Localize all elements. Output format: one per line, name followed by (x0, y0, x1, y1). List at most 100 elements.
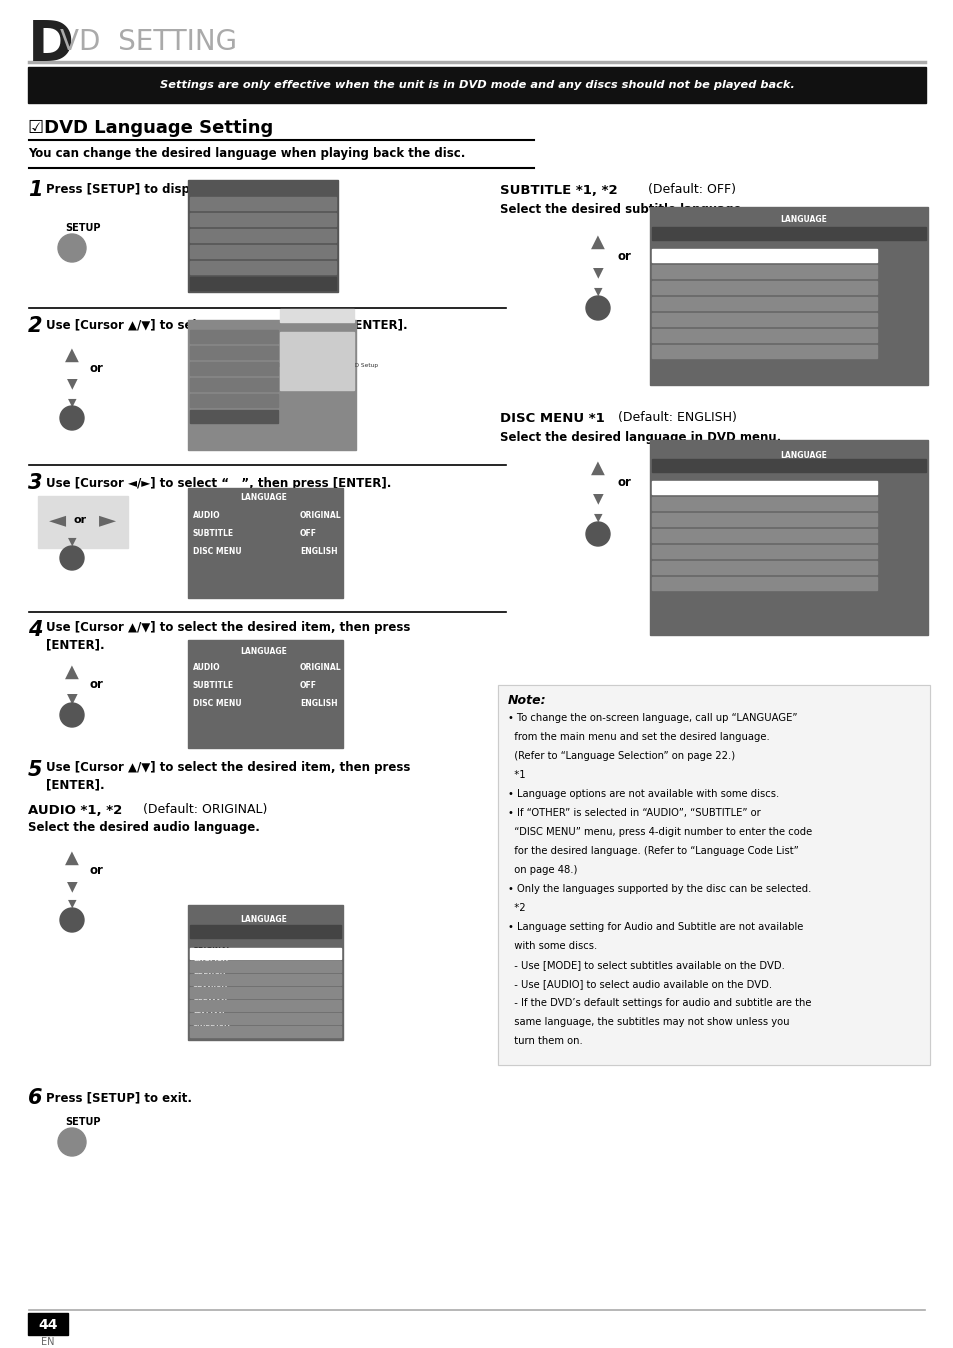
Text: Select the desired subtitle language.: Select the desired subtitle language. (499, 204, 745, 217)
Text: DETAIL: DETAIL (220, 245, 250, 255)
Bar (190, 925, 340, 938)
Text: GERMAN: GERMAN (193, 999, 228, 1006)
Text: CHANNEL: CHANNEL (193, 365, 230, 371)
Text: Note:: Note: (507, 693, 546, 706)
Bar (651, 313, 876, 326)
Text: DVD: DVD (193, 412, 210, 419)
Text: SETUP: SETUP (65, 1117, 100, 1127)
Text: • If “OTHER” is selected in “AUDIO”, “SUBTITLE” or: • If “OTHER” is selected in “AUDIO”, “SU… (507, 807, 760, 818)
Bar (280, 332, 354, 390)
Text: ▼: ▼ (68, 899, 76, 909)
Bar (649, 208, 927, 386)
Text: or: or (618, 249, 631, 263)
Text: PICTURE: PICTURE (193, 333, 226, 338)
Text: on page 48.): on page 48.) (507, 865, 577, 875)
Text: SUBTITLE: SUBTITLE (193, 682, 233, 690)
Bar (190, 1012, 340, 1024)
Text: SUBTITLE: SUBTITLE (193, 530, 233, 538)
Circle shape (60, 704, 84, 727)
Text: DISC MENU: DISC MENU (193, 700, 241, 709)
Text: from the main menu and set the desired language.: from the main menu and set the desired l… (507, 732, 769, 741)
Text: SWEDISH: SWEDISH (193, 1024, 231, 1031)
Text: SUBTITLE: SUBTITLE (655, 229, 696, 239)
Text: 1: 1 (28, 181, 43, 200)
Circle shape (585, 297, 609, 319)
Bar (190, 975, 340, 985)
Text: Press [SETUP] to display the main menu.: Press [SETUP] to display the main menu. (46, 183, 317, 197)
Text: LANGUAGE: LANGUAGE (240, 647, 287, 656)
Text: Use [Cursor ◄/►] to select “   ”, then press [ENTER].: Use [Cursor ◄/►] to select “ ”, then pre… (46, 476, 391, 489)
Text: ▼: ▼ (592, 266, 602, 279)
Bar (188, 640, 343, 748)
Bar (188, 181, 337, 293)
Text: ▼: ▼ (67, 879, 77, 892)
Bar (651, 266, 876, 278)
Text: • To change the on-screen language, call up “LANGUAGE”: • To change the on-screen language, call… (507, 713, 797, 723)
Text: FRENCH: FRENCH (655, 280, 687, 287)
Text: FRENCH: FRENCH (655, 497, 687, 503)
Text: ▼: ▼ (67, 376, 77, 390)
Text: ▲: ▲ (65, 849, 79, 867)
Text: EN: EN (41, 1337, 54, 1347)
Circle shape (58, 1128, 86, 1157)
Text: DETAIL: DETAIL (193, 381, 220, 387)
Text: ORIGINAL: ORIGINAL (193, 948, 232, 953)
Text: Select the desired audio language.: Select the desired audio language. (28, 821, 259, 834)
Bar (28, 1313, 68, 1335)
Text: SUBTITLE *1, *2: SUBTITLE *1, *2 (499, 183, 617, 197)
Text: 6: 6 (28, 1088, 43, 1108)
Text: ▲: ▲ (591, 233, 604, 251)
Text: • Language options are not available with some discs.: • Language options are not available wit… (507, 789, 779, 799)
Text: GERMAN: GERMAN (655, 313, 689, 319)
Text: (Default: ORIGINAL): (Default: ORIGINAL) (143, 803, 267, 817)
Text: ENTER: ENTER (587, 531, 607, 537)
Text: Setup: Setup (306, 313, 328, 322)
Text: AUDIO: AUDIO (193, 927, 220, 937)
Text: AUDIO *1, *2: AUDIO *1, *2 (28, 803, 122, 817)
Text: LANGUAGE: LANGUAGE (193, 398, 235, 403)
Bar (497, 685, 929, 1065)
Text: (Refer to “Language Selection” on page 22.): (Refer to “Language Selection” on page 2… (507, 751, 735, 762)
Text: or: or (90, 864, 104, 876)
Bar (190, 245, 335, 257)
Text: or: or (90, 678, 104, 690)
Text: ▼: ▼ (593, 514, 601, 523)
Text: ▼: ▼ (593, 287, 601, 297)
Text: SPANISH: SPANISH (655, 514, 690, 519)
Text: PICTURE: PICTURE (220, 198, 256, 206)
Bar (188, 319, 355, 450)
Bar (190, 213, 335, 226)
Bar (190, 330, 277, 342)
Bar (651, 545, 876, 558)
Text: DUTCH: DUTCH (655, 577, 682, 582)
Text: ▼: ▼ (67, 692, 77, 705)
Bar (190, 948, 340, 958)
Bar (651, 226, 925, 240)
Text: ITALIAN: ITALIAN (193, 1012, 224, 1018)
Text: ▲: ▲ (591, 460, 604, 477)
Bar (190, 197, 335, 210)
Circle shape (60, 909, 84, 931)
Text: or: or (618, 476, 631, 488)
Text: ◄: ◄ (50, 510, 67, 530)
Text: OFF: OFF (299, 682, 316, 690)
Text: ▼: ▼ (68, 537, 76, 547)
Circle shape (60, 406, 84, 430)
Bar (190, 987, 340, 998)
Bar (190, 377, 277, 391)
Text: VD  SETTING: VD SETTING (60, 28, 236, 57)
Text: LANGUAGE: LANGUAGE (240, 915, 287, 925)
Text: 5: 5 (28, 760, 43, 780)
Text: Use [Cursor ▲/▼] to select “DVD”, then press [ENTER].: Use [Cursor ▲/▼] to select “DVD”, then p… (46, 319, 407, 333)
Text: 3: 3 (28, 473, 43, 493)
Text: CHANNEL: CHANNEL (220, 229, 261, 239)
Bar (280, 309, 354, 322)
Text: LANGUAGE: LANGUAGE (780, 450, 826, 460)
Text: ENTER: ENTER (62, 918, 82, 922)
Text: SWEDISH: SWEDISH (655, 345, 692, 350)
Bar (190, 276, 335, 290)
Text: ENTER: ENTER (62, 415, 82, 421)
Bar (38, 496, 128, 549)
Circle shape (585, 522, 609, 546)
Text: “DISC MENU” menu, press 4-digit number to enter the code: “DISC MENU” menu, press 4-digit number t… (507, 828, 811, 837)
